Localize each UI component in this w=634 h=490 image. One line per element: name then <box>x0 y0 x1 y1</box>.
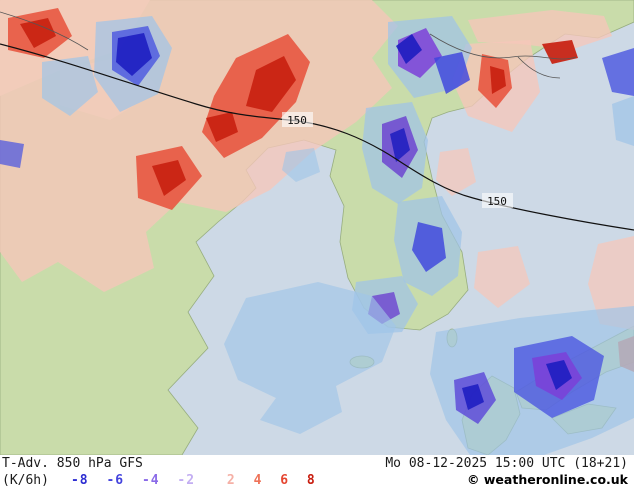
cool-core-strong <box>390 128 410 162</box>
cool-core-strong <box>396 34 422 64</box>
contour-label: 150 <box>487 195 507 208</box>
timestamp: Mo 08-12-2025 15:00 UTC (18+21) <box>385 456 628 471</box>
legend-value: -4 <box>141 473 160 488</box>
cool-core <box>412 222 446 272</box>
legend-row-bottom: (K/6h) -8 -6 -4 -2 2 4 6 8 © weatheronli… <box>2 472 628 488</box>
legend-unit: (K/6h) <box>2 473 49 488</box>
warm-core-strong <box>152 160 186 196</box>
cool-core <box>0 140 24 168</box>
warm-area <box>468 10 612 50</box>
cool-area <box>612 96 634 146</box>
weather-map: 150 150 <box>0 0 634 455</box>
cool-core <box>434 52 470 94</box>
warm-area <box>436 148 476 196</box>
border-line <box>429 33 577 60</box>
map-title: T-Adv. 850 hPa GFS <box>2 456 143 471</box>
legend-value: 8 <box>306 473 316 488</box>
cool-area <box>282 148 320 182</box>
contour-label-bg <box>482 193 513 208</box>
border-line <box>517 56 561 79</box>
legend-value: -8 <box>70 473 89 488</box>
legend-value: 2 <box>226 473 236 488</box>
cool-area-sea <box>224 282 396 434</box>
legend-value: -6 <box>106 473 125 488</box>
contour-label: 150 <box>287 114 307 127</box>
cool-core <box>602 48 634 96</box>
legend-row-top: T-Adv. 850 hPa GFS Mo 08-12-2025 15:00 U… <box>2 456 628 471</box>
warm-core-strong <box>20 18 56 48</box>
contour-label-bg <box>282 112 313 127</box>
legend-scale: -8 -6 -4 -2 2 4 6 8 <box>71 473 325 488</box>
border-line <box>0 11 89 51</box>
warm-area <box>474 246 530 308</box>
cool-area <box>42 56 98 116</box>
legend-value: 4 <box>253 473 263 488</box>
legend-bar: T-Adv. 850 hPa GFS Mo 08-12-2025 15:00 U… <box>0 455 634 490</box>
warm-core-strong <box>246 56 296 112</box>
legend-value: -2 <box>177 473 196 488</box>
legend-value: 6 <box>280 473 290 488</box>
cool-core-strong <box>116 33 152 76</box>
warm-core-strong <box>490 66 506 94</box>
cool-core-strong <box>462 384 484 410</box>
copyright-link[interactable]: © weatheronline.co.uk <box>467 472 628 487</box>
warm-area <box>588 236 634 330</box>
warm-core-strong <box>206 112 238 142</box>
cool-core-strong <box>546 360 572 390</box>
